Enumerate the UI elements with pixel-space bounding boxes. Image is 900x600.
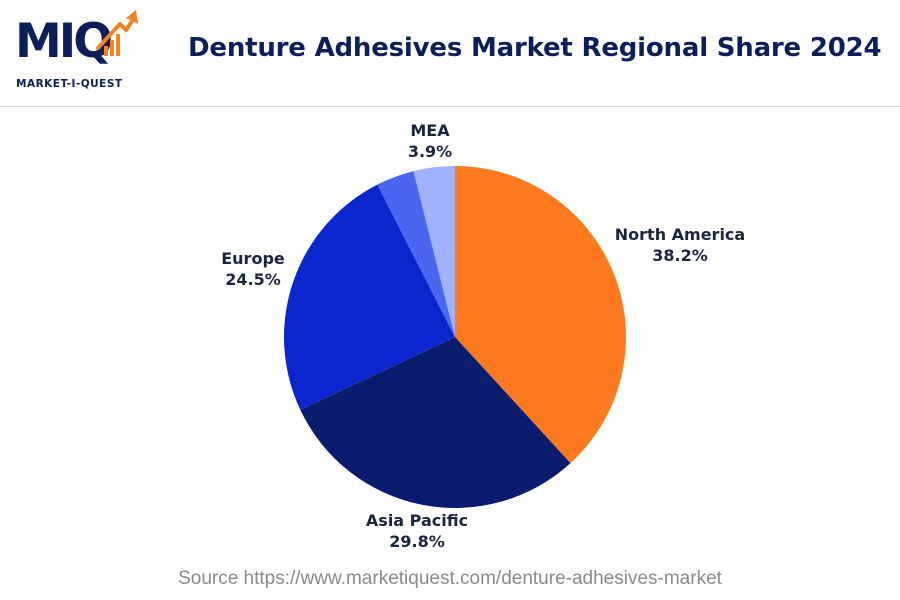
chart-title: Denture Adhesives Market Regional Share … [188,33,881,63]
pie-slices [284,166,626,508]
source-note: Source https://www.marketiquest.com/dent… [0,568,900,590]
pie-chart: North America 38.2% Asia Pacific 29.8% Europ… [0,106,900,561]
slice-value-label: 38.2% [652,246,708,265]
growth-arrow-icon [90,8,142,68]
brand-logo: MIQ MARKET-I-QUEST [12,8,142,94]
slice-value-label: 3.9% [408,142,452,161]
slice-label: North America [615,225,745,244]
header: MIQ MARKET-I-QUEST Denture Adhesives Mar… [0,0,900,107]
slice-value-label: 24.5% [225,270,281,289]
slice-label: MEA [410,121,450,140]
slice-value-label: 29.8% [389,532,445,551]
logo-tagline: MARKET-I-QUEST [16,78,123,90]
slice-label: Europe [221,249,285,268]
slice-label: Asia Pacific [366,511,468,530]
